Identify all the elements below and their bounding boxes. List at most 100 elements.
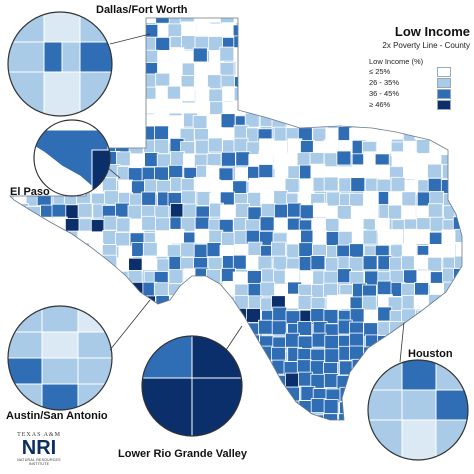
county-cell bbox=[206, 242, 222, 258]
county-cell bbox=[246, 61, 262, 77]
legend-item-label: ≥ 46% bbox=[369, 100, 391, 109]
county-cell bbox=[323, 413, 339, 420]
county-cell bbox=[115, 232, 130, 247]
county-cell bbox=[272, 140, 288, 156]
county-cell bbox=[90, 270, 106, 286]
county-cell bbox=[246, 87, 262, 103]
map-subtitle: 2x Poverty Line - County bbox=[382, 41, 470, 50]
county-cell bbox=[154, 100, 170, 115]
county-cell bbox=[207, 74, 222, 90]
county-cell bbox=[452, 18, 462, 25]
county-cell bbox=[430, 310, 446, 326]
county-cell bbox=[219, 46, 235, 62]
county-cell bbox=[403, 269, 419, 285]
county-cell bbox=[273, 37, 289, 53]
county-cell bbox=[287, 138, 303, 154]
county-cell bbox=[105, 127, 121, 142]
county-cell bbox=[323, 176, 339, 192]
county-cell bbox=[10, 24, 14, 39]
county-cell bbox=[299, 204, 315, 220]
county-cell bbox=[350, 177, 366, 193]
county-cell bbox=[233, 295, 249, 311]
county-cell bbox=[131, 113, 146, 129]
county-cell bbox=[467, 229, 474, 243]
county-cell bbox=[271, 18, 287, 27]
county-cell bbox=[454, 164, 462, 180]
county-cell bbox=[350, 385, 366, 401]
county-cell bbox=[376, 280, 392, 296]
county-cell bbox=[273, 203, 289, 219]
county-cell bbox=[207, 137, 223, 153]
county-cell bbox=[467, 167, 474, 181]
county-cell bbox=[144, 152, 160, 168]
austin-sanantonio-inset bbox=[7, 305, 113, 411]
county-cell bbox=[456, 280, 462, 296]
county-cell bbox=[377, 115, 393, 130]
county-cell bbox=[12, 245, 28, 261]
county-cell bbox=[233, 47, 249, 62]
county-cell bbox=[11, 18, 27, 26]
county-cell bbox=[312, 230, 328, 246]
county-cell bbox=[298, 21, 314, 37]
county-cell bbox=[337, 100, 353, 116]
county-cell bbox=[102, 177, 117, 193]
county-cell bbox=[469, 114, 474, 128]
county-cell bbox=[285, 49, 301, 65]
county-cell bbox=[12, 232, 27, 248]
county-cell bbox=[260, 281, 276, 297]
county-cell bbox=[363, 190, 379, 206]
county-cell bbox=[181, 190, 196, 206]
county-cell bbox=[285, 400, 301, 416]
county-cell bbox=[10, 87, 16, 103]
county-cell bbox=[128, 373, 144, 389]
county-cell bbox=[325, 217, 340, 233]
county-cell bbox=[441, 229, 457, 245]
county-cell bbox=[129, 295, 145, 311]
county-cell bbox=[180, 177, 196, 193]
county-cell bbox=[258, 37, 274, 52]
county-cell bbox=[272, 424, 286, 438]
county-cell bbox=[209, 18, 225, 23]
county-cell bbox=[260, 203, 276, 218]
county-cell bbox=[51, 203, 67, 219]
county-cell bbox=[131, 320, 147, 336]
county-cell bbox=[155, 319, 171, 335]
county-cell bbox=[297, 112, 313, 128]
county-cell bbox=[272, 255, 288, 271]
county-cell bbox=[208, 23, 223, 39]
county-cell bbox=[155, 18, 171, 24]
county-cell bbox=[414, 166, 430, 182]
county-cell bbox=[287, 202, 303, 218]
county-cell bbox=[427, 163, 442, 179]
county-cell bbox=[167, 23, 183, 39]
county-cell bbox=[415, 139, 431, 154]
county-cell bbox=[260, 428, 274, 442]
county-cell bbox=[363, 204, 379, 220]
county-cell bbox=[466, 139, 474, 153]
county-cell bbox=[153, 166, 169, 182]
county-cell bbox=[14, 127, 29, 143]
county-cell bbox=[10, 114, 17, 130]
county-cell bbox=[182, 203, 198, 219]
county-cell bbox=[287, 22, 303, 38]
county-cell bbox=[118, 73, 134, 89]
county-cell bbox=[115, 385, 130, 400]
county-cell bbox=[414, 332, 430, 348]
county-cell bbox=[440, 244, 456, 260]
county-cell bbox=[141, 215, 157, 231]
county-cell bbox=[469, 154, 474, 168]
county-cell bbox=[246, 347, 262, 363]
county-cell bbox=[91, 256, 107, 272]
county-cell bbox=[233, 87, 249, 102]
county-cell bbox=[181, 21, 197, 37]
county-cell bbox=[298, 424, 312, 438]
county-cell bbox=[403, 333, 419, 349]
county-cell bbox=[439, 18, 455, 24]
county-cell bbox=[117, 59, 133, 75]
county-cell bbox=[168, 164, 184, 180]
county-cell bbox=[169, 228, 185, 244]
legend-swatch bbox=[437, 99, 451, 110]
county-cell bbox=[248, 35, 264, 50]
county-cell bbox=[114, 89, 130, 105]
county-cell bbox=[271, 346, 286, 362]
